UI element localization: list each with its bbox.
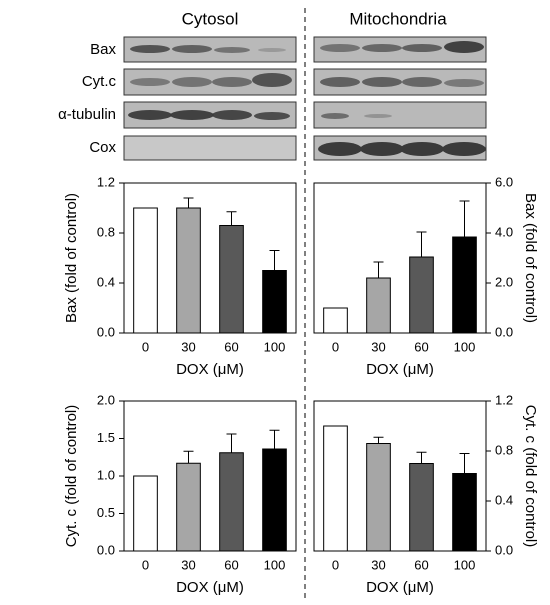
x-tick-label: 60 — [224, 339, 238, 354]
bar — [262, 270, 287, 334]
bar — [176, 462, 201, 552]
x-tick-label: 30 — [371, 557, 385, 572]
bar — [219, 225, 244, 334]
x-tick-label: 0 — [142, 557, 149, 572]
plot-frame — [313, 400, 487, 552]
error-bar — [459, 453, 470, 474]
y-tick-label: 0.4 — [495, 492, 513, 507]
error-bar — [416, 231, 427, 257]
x-tick-label: 0 — [332, 557, 339, 572]
error-bar — [269, 429, 280, 449]
y-axis-label: Bax (fold of control) — [63, 193, 80, 323]
column-title: Cytosol — [182, 9, 239, 28]
x-tick-label: 0 — [332, 339, 339, 354]
bar — [219, 452, 244, 552]
row-label: Cox — [89, 139, 116, 156]
y-tick-label: 0.0 — [97, 542, 115, 557]
error-bar — [373, 261, 384, 278]
x-tick-label: 60 — [224, 557, 238, 572]
y-axis-label: Bax (fold of control) — [522, 193, 539, 323]
y-axis-label: Cyt. c (fold of control) — [63, 405, 80, 548]
y-tick-label: 0.0 — [97, 324, 115, 339]
y-tick-label: 1.5 — [97, 430, 115, 445]
x-axis-label: DOX (μM) — [176, 361, 244, 378]
error-bar — [226, 433, 237, 453]
plot-frame — [313, 182, 487, 334]
y-tick-label: 0.0 — [495, 542, 513, 557]
x-axis-label: DOX (μM) — [366, 579, 434, 596]
bar — [133, 475, 158, 552]
row-label: α-tubulin — [58, 106, 116, 123]
blots — [123, 36, 487, 161]
y-tick-label: 6.0 — [495, 174, 513, 189]
y-tick-label: 0.5 — [97, 505, 115, 520]
x-tick-label: 100 — [264, 339, 286, 354]
error-bar — [416, 451, 427, 464]
x-tick-label: 0 — [142, 339, 149, 354]
y-axis-label: Cyt. c (fold of control) — [522, 405, 539, 548]
bar — [133, 207, 158, 334]
y-tick-label: 1.2 — [495, 392, 513, 407]
bar — [366, 443, 391, 552]
error-bar — [183, 197, 194, 208]
x-axis-label: DOX (μM) — [176, 579, 244, 596]
row-label: Bax — [90, 41, 116, 58]
error-bar — [373, 436, 384, 444]
bar — [366, 277, 391, 334]
bar — [409, 256, 434, 334]
bar — [176, 207, 201, 334]
y-tick-label: 0.8 — [495, 442, 513, 457]
y-tick-label: 1.0 — [97, 467, 115, 482]
column-title: Mitochondria — [349, 9, 447, 28]
error-bar — [269, 250, 280, 271]
x-tick-label: 100 — [454, 557, 476, 572]
bar — [323, 307, 348, 334]
bar — [409, 463, 434, 552]
x-tick-label: 30 — [181, 339, 195, 354]
y-tick-label: 4.0 — [495, 224, 513, 239]
x-tick-label: 60 — [414, 557, 428, 572]
y-tick-label: 2.0 — [495, 274, 513, 289]
x-axis-label: DOX (μM) — [366, 361, 434, 378]
y-tick-label: 0.8 — [97, 224, 115, 239]
x-tick-label: 100 — [454, 339, 476, 354]
y-tick-label: 0.0 — [495, 324, 513, 339]
bar — [323, 425, 348, 552]
bar — [262, 448, 287, 552]
x-tick-label: 60 — [414, 339, 428, 354]
error-bar — [459, 200, 470, 237]
y-tick-label: 0.4 — [97, 274, 115, 289]
y-tick-label: 2.0 — [97, 392, 115, 407]
x-tick-label: 30 — [371, 339, 385, 354]
plot-frame — [123, 182, 297, 334]
bar — [452, 236, 477, 334]
error-bar — [183, 450, 194, 464]
x-tick-label: 30 — [181, 557, 195, 572]
y-tick-label: 1.2 — [97, 174, 115, 189]
x-tick-label: 100 — [264, 557, 286, 572]
row-label: Cyt.c — [82, 73, 117, 90]
error-bar — [226, 211, 237, 226]
bar — [452, 473, 477, 552]
